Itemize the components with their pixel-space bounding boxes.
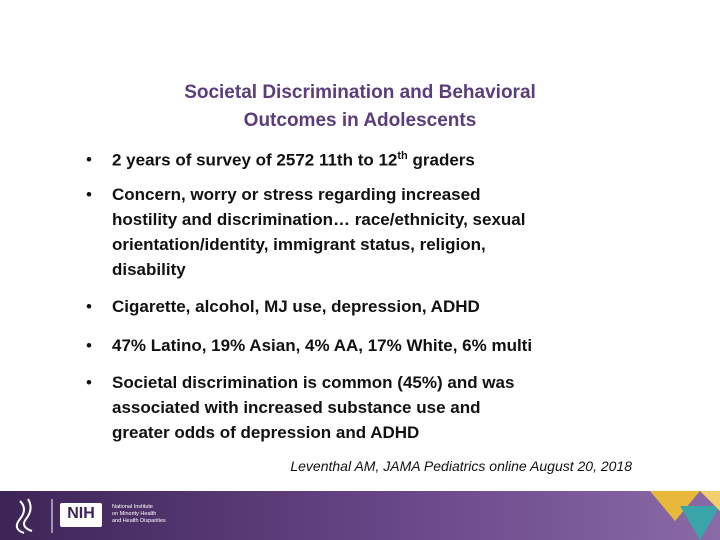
institute-text: and Health Disparities [112,518,166,524]
text-run: graders [407,150,475,170]
bullet-text: orientation/identity, immigrant status, … [112,235,486,255]
nih-text: NIH [67,505,95,522]
text-run: 2 years of survey of 2572 11th to 12 [112,150,398,170]
text-run: Societal discrimination is common (45%) … [112,373,515,392]
text-run: 47% Latino, 19% Asian, 4% AA, 17% White,… [112,336,533,355]
slide-title: Outcomes in Adolescents [243,110,477,131]
bullet-text: associated with increased substance use … [112,398,480,418]
bullet-dot: • [86,297,92,316]
text-run: Cigarette, alcohol, MJ use, depression, … [112,297,480,316]
text-run: disability [112,260,186,279]
bullet-text: disability [112,260,186,280]
bullet-dot: • [86,185,92,204]
bullet-text: Cigarette, alcohol, MJ use, depression, … [112,297,480,317]
text-run: Concern, worry or stress regarding incre… [112,185,481,204]
citation: Leventhal AM, JAMA Pediatrics online Aug… [290,458,632,474]
bullet-text: Societal discrimination is common (45%) … [112,373,514,393]
footer-graphics [15,491,720,540]
text-run: associated with increased substance use … [112,398,481,417]
triangle [680,506,720,540]
text-run: th [397,150,408,162]
bullet-dot: • [86,150,92,169]
nih-badge [60,503,102,527]
bullet-dot: • [86,373,92,392]
bullet-text: greater odds of depression and ADHD [112,423,419,443]
triangle [700,491,720,511]
institute-text: on Minority Health [112,511,157,517]
bullet-text: hostility and discrimination… race/ethni… [112,210,525,230]
slide-title: Societal Discrimination and Behavioral [184,82,536,103]
bullet-text: Concern, worry or stress regarding incre… [112,185,480,205]
bullet-text: 47% Latino, 19% Asian, 4% AA, 17% White,… [112,336,532,356]
text-run: hostility and discrimination… race/ethni… [112,210,526,229]
text-run: orientation/identity, immigrant status, … [112,235,486,254]
footer-bar: NIH National Institute on Minority Healt… [0,491,720,540]
bullet-dot: • [86,336,92,355]
triangle [650,491,700,521]
text-run: greater odds of depression and ADHD [112,423,420,442]
bullet-text: 2 years of survey of 2572 11th to 12th g… [112,150,475,171]
hhs-logo [15,498,33,534]
institute-text: National Institute [112,504,153,510]
